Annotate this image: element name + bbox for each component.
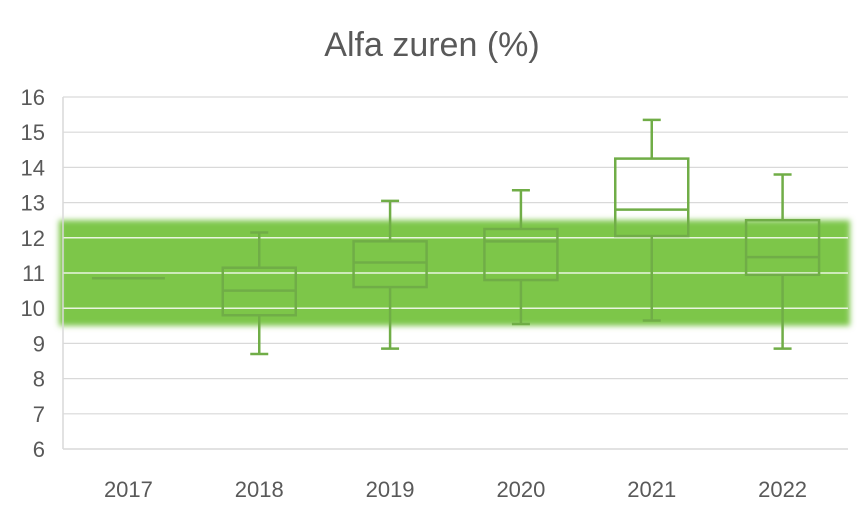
box-iqr-2022 (744, 218, 821, 277)
y-tick-label-9: 9 (33, 331, 45, 356)
boxplots (91, 118, 821, 356)
box-2021 (614, 118, 690, 322)
y-tick-label-7: 7 (33, 402, 45, 427)
axis-labels: 6 7 8 9 10 11 12 13 14 15 16 2017 2018 2019 2020 2021 20… (21, 85, 808, 502)
y-tick-label-6: 6 (33, 437, 45, 462)
y-tick-label-14: 14 (21, 155, 45, 180)
y-tick-label-10: 10 (21, 296, 45, 321)
box-iqr-2021 (614, 157, 690, 238)
box-2018 (221, 231, 297, 356)
y-tick-label-8: 8 (33, 367, 45, 392)
box-2019 (352, 199, 428, 350)
x-tick-label-2022: 2022 (758, 477, 807, 502)
gridlines (63, 96, 848, 415)
x-tick-label-2018: 2018 (235, 477, 284, 502)
chart-title: Alfa zuren (%) (324, 26, 539, 64)
x-tick-label-2021: 2021 (627, 477, 676, 502)
x-tick-label-2020: 2020 (496, 477, 545, 502)
x-tick-label-2017: 2017 (104, 477, 153, 502)
axes (62, 97, 848, 450)
y-tick-label-15: 15 (21, 120, 45, 145)
y-tick-label-16: 16 (21, 85, 45, 110)
box-2020 (483, 189, 559, 326)
box-iqr-2019 (352, 240, 428, 289)
y-tick-label-12: 12 (21, 226, 45, 251)
y-tick-label-13: 13 (21, 191, 45, 216)
box-iqr-2020 (483, 227, 559, 282)
box-2022 (744, 173, 821, 350)
y-tick-label-11: 11 (22, 261, 45, 286)
x-tick-label-2019: 2019 (366, 477, 415, 502)
